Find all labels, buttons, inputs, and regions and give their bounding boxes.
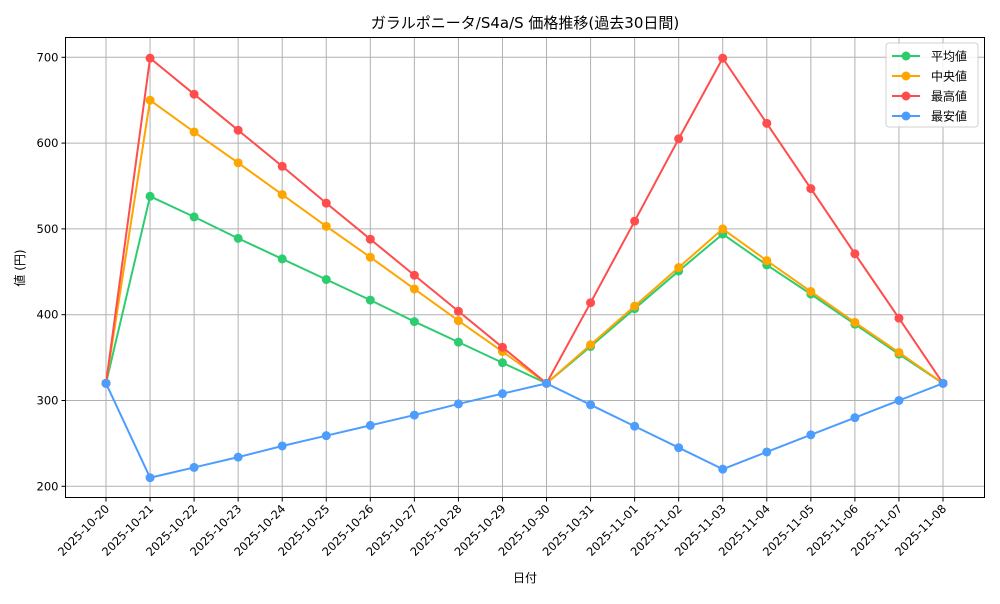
- data-point-marker: [409, 284, 419, 294]
- data-point-marker: [321, 198, 331, 208]
- data-point-marker: [233, 158, 243, 168]
- data-point-marker: [806, 430, 816, 440]
- legend-item: 平均値: [892, 49, 967, 64]
- data-point-marker: [718, 464, 728, 474]
- legend-item: 最高値: [892, 89, 967, 104]
- data-point-marker: [762, 256, 772, 266]
- data-point-marker: [145, 53, 155, 63]
- data-point-marker: [718, 224, 728, 234]
- series-line: [101, 191, 948, 388]
- series-line: [101, 378, 948, 483]
- data-point-marker: [762, 118, 772, 128]
- data-point-marker: [189, 212, 199, 222]
- data-point-marker: [189, 462, 199, 472]
- data-point-marker: [145, 473, 155, 483]
- legend-item: 最安値: [892, 109, 967, 124]
- data-point-marker: [233, 125, 243, 135]
- legend-label: 中央値: [931, 69, 967, 84]
- data-point-marker: [365, 252, 375, 262]
- data-point-marker: [630, 421, 640, 431]
- data-point-marker: [453, 399, 463, 409]
- data-point-marker: [277, 161, 287, 171]
- data-point-marker: [233, 233, 243, 243]
- y-tick-label: 400: [37, 308, 59, 322]
- legend-label: 最安値: [931, 109, 967, 124]
- grid-lines: [65, 37, 985, 498]
- data-point-marker: [850, 249, 860, 259]
- legend-item: 中央値: [892, 69, 967, 84]
- data-series: [101, 53, 948, 483]
- data-point-marker: [806, 287, 816, 297]
- data-point-marker: [453, 337, 463, 347]
- data-point-marker: [542, 378, 552, 388]
- data-point-marker: [233, 452, 243, 462]
- data-point-marker: [894, 347, 904, 357]
- chart-title: ガラルポニータ/S4a/S 価格推移(過去30日間): [371, 14, 679, 32]
- data-point-marker: [497, 342, 507, 352]
- data-point-marker: [674, 263, 684, 273]
- legend-marker-icon: [901, 111, 911, 121]
- x-axis: 2025-10-202025-10-212025-10-222025-10-23…: [55, 497, 949, 559]
- data-point-marker: [586, 298, 596, 308]
- legend-marker-icon: [901, 51, 911, 61]
- y-tick-label: 600: [37, 136, 59, 150]
- y-tick-label: 200: [37, 479, 59, 493]
- y-tick-label: 700: [37, 50, 59, 64]
- series-line: [101, 53, 948, 388]
- data-point-marker: [365, 234, 375, 244]
- data-point-marker: [409, 410, 419, 420]
- data-point-marker: [674, 443, 684, 453]
- data-point-marker: [497, 389, 507, 399]
- data-point-marker: [145, 191, 155, 201]
- data-point-marker: [586, 340, 596, 350]
- y-axis: 200 300 400 500 600 700: [37, 50, 66, 493]
- data-point-marker: [894, 313, 904, 323]
- plot-area-frame: [65, 37, 985, 498]
- data-point-marker: [497, 358, 507, 368]
- data-point-marker: [189, 127, 199, 137]
- data-point-marker: [321, 275, 331, 285]
- data-point-marker: [453, 316, 463, 326]
- legend-label: 平均値: [931, 49, 967, 64]
- y-tick-label: 300: [37, 394, 59, 408]
- data-point-marker: [365, 420, 375, 430]
- data-point-marker: [277, 254, 287, 264]
- data-point-marker: [850, 317, 860, 327]
- data-point-marker: [101, 378, 111, 388]
- y-axis-label: 値 (円): [12, 249, 27, 286]
- data-point-marker: [674, 134, 684, 144]
- legend-marker-icon: [901, 71, 911, 81]
- data-point-marker: [718, 53, 728, 63]
- data-point-marker: [762, 447, 772, 457]
- data-point-marker: [365, 295, 375, 305]
- data-point-marker: [586, 400, 596, 410]
- data-point-marker: [145, 95, 155, 105]
- y-tick-label: 500: [37, 222, 59, 236]
- data-point-marker: [453, 306, 463, 316]
- data-point-marker: [321, 431, 331, 441]
- data-point-marker: [630, 301, 640, 311]
- data-point-marker: [277, 441, 287, 451]
- legend-label: 最高値: [931, 89, 967, 104]
- series-line: [101, 95, 948, 388]
- data-point-marker: [850, 413, 860, 423]
- data-point-marker: [806, 184, 816, 194]
- x-axis-label: 日付: [513, 571, 537, 585]
- data-point-marker: [630, 216, 640, 226]
- data-point-marker: [894, 396, 904, 405]
- data-point-marker: [938, 378, 948, 388]
- data-point-marker: [321, 221, 331, 231]
- legend-marker-icon: [901, 91, 911, 101]
- data-point-marker: [409, 317, 419, 327]
- legend-box: [885, 42, 979, 128]
- data-point-marker: [189, 89, 199, 99]
- data-point-marker: [409, 270, 419, 280]
- data-point-marker: [277, 190, 287, 200]
